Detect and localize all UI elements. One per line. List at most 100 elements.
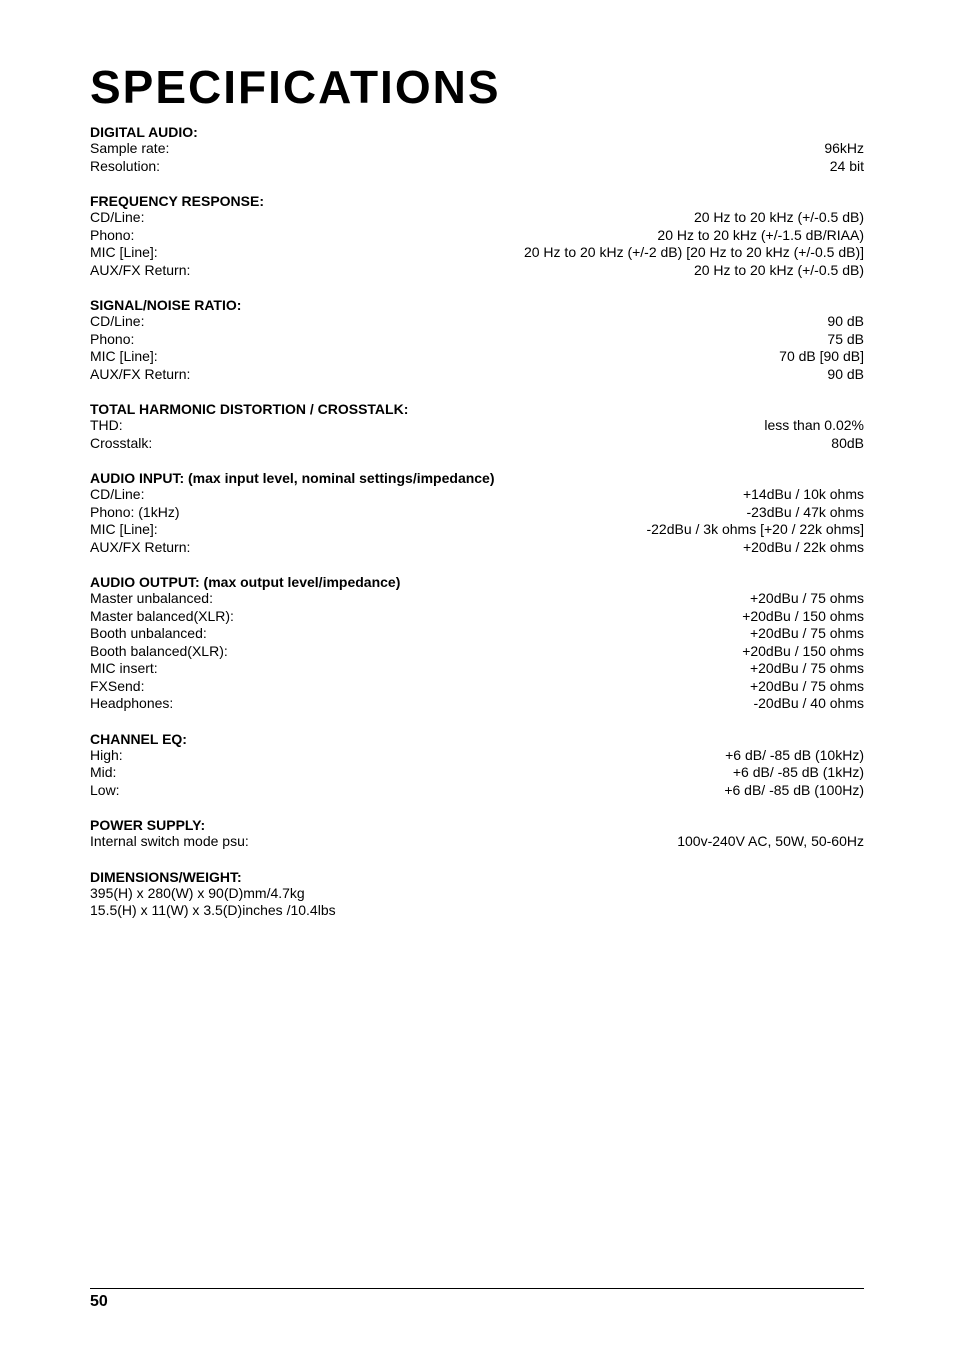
- section-channel-eq: CHANNEL EQ: High: +6 dB/ -85 dB (10kHz) …: [90, 731, 864, 800]
- spec-label: Master balanced(XLR):: [90, 608, 234, 626]
- spec-label: CD/Line:: [90, 486, 144, 504]
- section-audio-output: AUDIO OUTPUT: (max output level/impedanc…: [90, 574, 864, 713]
- spec-value: 90 dB: [827, 313, 864, 331]
- spec-label: FXSend:: [90, 678, 144, 696]
- spec-value: +20dBu / 150 ohms: [742, 643, 864, 661]
- spec-value: -22dBu / 3k ohms [+20 / 22k ohms]: [646, 521, 864, 539]
- spec-label: Low:: [90, 782, 120, 800]
- spec-row: Booth balanced(XLR): +20dBu / 150 ohms: [90, 643, 864, 661]
- spec-label: Crosstalk:: [90, 435, 152, 453]
- spec-value: 100v-240V AC, 50W, 50-60Hz: [677, 833, 864, 851]
- spec-label: THD:: [90, 417, 123, 435]
- spec-label: AUX/FX Return:: [90, 366, 190, 384]
- section-header: DIMENSIONS/WEIGHT:: [90, 869, 864, 885]
- spec-label: Internal switch mode psu:: [90, 833, 249, 851]
- spec-label: Phono:: [90, 331, 134, 349]
- spec-value: 75 dB: [827, 331, 864, 349]
- spec-row: CD/Line: 20 Hz to 20 kHz (+/-0.5 dB): [90, 209, 864, 227]
- spec-value: +20dBu / 75 ohms: [750, 590, 864, 608]
- spec-value: 24 bit: [830, 158, 864, 176]
- spec-row: Phono: 75 dB: [90, 331, 864, 349]
- spec-label: MIC [Line]:: [90, 244, 158, 262]
- page-number: 50: [90, 1293, 864, 1311]
- spec-row: AUX/FX Return: 20 Hz to 20 kHz (+/-0.5 d…: [90, 262, 864, 280]
- spec-row: THD: less than 0.02%: [90, 417, 864, 435]
- spec-label: CD/Line:: [90, 313, 144, 331]
- spec-row: Crosstalk: 80dB: [90, 435, 864, 453]
- spec-value: 70 dB [90 dB]: [779, 348, 864, 366]
- spec-value: -20dBu / 40 ohms: [753, 695, 864, 713]
- section-audio-input: AUDIO INPUT: (max input level, nominal s…: [90, 470, 864, 556]
- spec-row: Low: +6 dB/ -85 dB (100Hz): [90, 782, 864, 800]
- spec-label: MIC [Line]:: [90, 521, 158, 539]
- spec-row: MIC [Line]: 70 dB [90 dB]: [90, 348, 864, 366]
- spec-value: 80dB: [831, 435, 864, 453]
- spec-value: +14dBu / 10k ohms: [743, 486, 864, 504]
- spec-row: High: +6 dB/ -85 dB (10kHz): [90, 747, 864, 765]
- spec-value: +20dBu / 22k ohms: [743, 539, 864, 557]
- spec-value: +20dBu / 75 ohms: [750, 678, 864, 696]
- spec-label: Master unbalanced:: [90, 590, 213, 608]
- spec-row: Phono: 20 Hz to 20 kHz (+/-1.5 dB/RIAA): [90, 227, 864, 245]
- spec-value: 90 dB: [827, 366, 864, 384]
- page-footer: 50: [90, 1288, 864, 1311]
- spec-label: MIC insert:: [90, 660, 158, 678]
- spec-label: AUX/FX Return:: [90, 262, 190, 280]
- spec-row: Mid: +6 dB/ -85 dB (1kHz): [90, 764, 864, 782]
- spec-value: +6 dB/ -85 dB (1kHz): [733, 764, 864, 782]
- spec-row: CD/Line: 90 dB: [90, 313, 864, 331]
- spec-value: less than 0.02%: [764, 417, 864, 435]
- page-content: SPECIFICATIONS DIGITAL AUDIO: Sample rat…: [0, 0, 954, 1351]
- section-signal-noise: SIGNAL/NOISE RATIO: CD/Line: 90 dB Phono…: [90, 297, 864, 383]
- spec-row: Sample rate: 96kHz: [90, 140, 864, 158]
- spec-value: 20 Hz to 20 kHz (+/-2 dB) [20 Hz to 20 k…: [524, 244, 864, 262]
- spec-row: AUX/FX Return: 90 dB: [90, 366, 864, 384]
- spec-row: Headphones: -20dBu / 40 ohms: [90, 695, 864, 713]
- spec-row: MIC [Line]: 20 Hz to 20 kHz (+/-2 dB) [2…: [90, 244, 864, 262]
- spec-row: Resolution: 24 bit: [90, 158, 864, 176]
- spec-value: +6 dB/ -85 dB (100Hz): [724, 782, 864, 800]
- section-header: CHANNEL EQ:: [90, 731, 864, 747]
- footer-divider: [90, 1288, 864, 1289]
- spec-label: Phono:: [90, 227, 134, 245]
- spec-row: MIC [Line]: -22dBu / 3k ohms [+20 / 22k …: [90, 521, 864, 539]
- spec-value: 20 Hz to 20 kHz (+/-0.5 dB): [694, 262, 864, 280]
- spec-value: 96kHz: [824, 140, 864, 158]
- section-header: SIGNAL/NOISE RATIO:: [90, 297, 864, 313]
- spec-value: +6 dB/ -85 dB (10kHz): [725, 747, 864, 765]
- section-header: FREQUENCY RESPONSE:: [90, 193, 864, 209]
- spec-row: Phono: (1kHz) -23dBu / 47k ohms: [90, 504, 864, 522]
- section-dimensions-weight: DIMENSIONS/WEIGHT: 395(H) x 280(W) x 90(…: [90, 869, 864, 920]
- spec-value: +20dBu / 75 ohms: [750, 625, 864, 643]
- spec-value: 20 Hz to 20 kHz (+/-0.5 dB): [694, 209, 864, 227]
- spec-extra-line: 15.5(H) x 11(W) x 3.5(D)inches /10.4lbs: [90, 902, 864, 920]
- spec-label: Resolution:: [90, 158, 160, 176]
- spec-row: AUX/FX Return: +20dBu / 22k ohms: [90, 539, 864, 557]
- spec-label: Phono: (1kHz): [90, 504, 179, 522]
- spec-value: 20 Hz to 20 kHz (+/-1.5 dB/RIAA): [657, 227, 864, 245]
- spec-extra-line: 395(H) x 280(W) x 90(D)mm/4.7kg: [90, 885, 864, 903]
- spec-label: MIC [Line]:: [90, 348, 158, 366]
- section-thd-crosstalk: TOTAL HARMONIC DISTORTION / CROSSTALK: T…: [90, 401, 864, 452]
- spec-label: AUX/FX Return:: [90, 539, 190, 557]
- spec-value: -23dBu / 47k ohms: [746, 504, 864, 522]
- section-power-supply: POWER SUPPLY: Internal switch mode psu: …: [90, 817, 864, 851]
- spec-label: Headphones:: [90, 695, 173, 713]
- section-frequency-response: FREQUENCY RESPONSE: CD/Line: 20 Hz to 20…: [90, 193, 864, 279]
- spec-row: Booth unbalanced: +20dBu / 75 ohms: [90, 625, 864, 643]
- spec-label: Booth balanced(XLR):: [90, 643, 228, 661]
- section-header: TOTAL HARMONIC DISTORTION / CROSSTALK:: [90, 401, 864, 417]
- page-title: SPECIFICATIONS: [90, 60, 864, 114]
- spec-row: Master unbalanced: +20dBu / 75 ohms: [90, 590, 864, 608]
- spec-row: CD/Line: +14dBu / 10k ohms: [90, 486, 864, 504]
- spec-row: MIC insert: +20dBu / 75 ohms: [90, 660, 864, 678]
- spec-row: FXSend: +20dBu / 75 ohms: [90, 678, 864, 696]
- spec-label: Mid:: [90, 764, 116, 782]
- spec-row: Internal switch mode psu: 100v-240V AC, …: [90, 833, 864, 851]
- section-header: DIGITAL AUDIO:: [90, 124, 864, 140]
- section-header: AUDIO OUTPUT: (max output level/impedanc…: [90, 574, 864, 590]
- spec-row: Master balanced(XLR): +20dBu / 150 ohms: [90, 608, 864, 626]
- section-digital-audio: DIGITAL AUDIO: Sample rate: 96kHz Resolu…: [90, 124, 864, 175]
- section-header: AUDIO INPUT: (max input level, nominal s…: [90, 470, 864, 486]
- spec-value: +20dBu / 150 ohms: [742, 608, 864, 626]
